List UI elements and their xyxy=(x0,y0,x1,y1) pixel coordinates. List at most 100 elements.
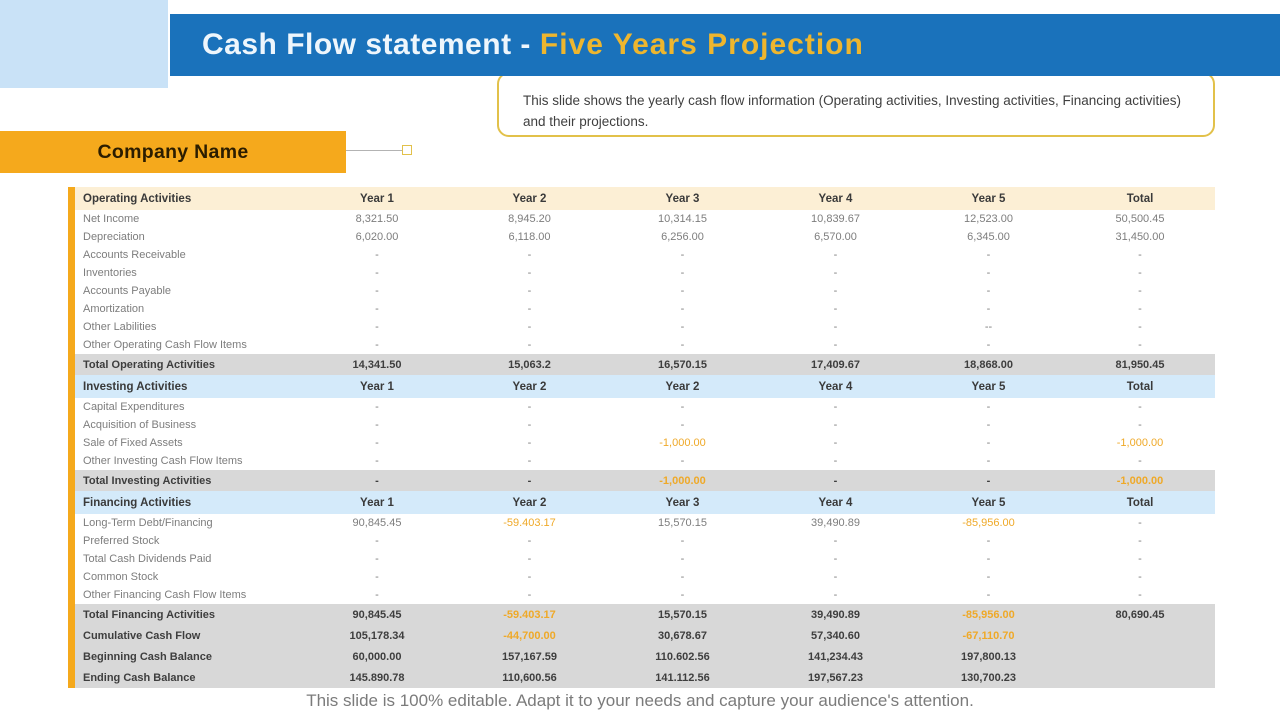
cell-value: 50,500.45 xyxy=(1115,213,1165,225)
cell-value: - xyxy=(986,419,991,431)
cell-value: 110,600.56 xyxy=(453,667,606,688)
column-header: Year 5 xyxy=(912,187,1065,210)
cell-value: - xyxy=(833,401,838,413)
column-header: Total xyxy=(1065,491,1215,514)
cell-value: -1,000.00 xyxy=(659,437,706,449)
row-label: Sale of Fixed Assets xyxy=(83,437,183,449)
cell-value: -67,110.70 xyxy=(912,625,1065,646)
cell-value: 6,345.00 xyxy=(967,231,1010,243)
slide-title: Cash Flow statement - xyxy=(202,28,531,61)
cell-value: - xyxy=(986,249,991,261)
column-header: Year 1 xyxy=(301,187,453,210)
cell-value: - xyxy=(986,303,991,315)
row-label: Ending Cash Balance xyxy=(75,667,301,688)
slide-description-text: This slide shows the yearly cash flow in… xyxy=(523,93,1182,129)
row-label: Total Cash Dividends Paid xyxy=(83,553,212,565)
cell-value: - xyxy=(527,553,532,565)
cell-value: - xyxy=(527,589,532,601)
cell-value: 130,700.23 xyxy=(912,667,1065,688)
cell-value: - xyxy=(680,571,685,583)
column-header: Year 2 xyxy=(453,375,606,398)
column-header: Total xyxy=(1065,187,1215,210)
cell-value: -59.403.17 xyxy=(453,604,606,625)
row-label: Cumulative Cash Flow xyxy=(75,625,301,646)
cell-value: 39,490.89 xyxy=(811,517,860,529)
column-header: Year 2 xyxy=(453,187,606,210)
row-label: Beginning Cash Balance xyxy=(75,646,301,667)
cell-value: - xyxy=(986,401,991,413)
cell-value: - xyxy=(453,470,606,491)
company-name-label: Company Name xyxy=(97,140,249,163)
cell-value: -85,956.00 xyxy=(912,604,1065,625)
cell-value: -59.403.17 xyxy=(503,517,556,529)
table-row-sale-of-fixed-assets: Sale of Fixed Assets - - -1,000.00 - - -1,000.… xyxy=(75,434,1215,452)
cell-value: - xyxy=(1138,285,1142,297)
row-label: Common Stock xyxy=(83,571,159,583)
column-header: Year 5 xyxy=(912,375,1065,398)
cell-value: -44,700.00 xyxy=(453,625,606,646)
cell-value: - xyxy=(375,321,379,333)
cell-value: - xyxy=(680,419,685,431)
column-header: Total xyxy=(1065,375,1215,398)
cell-value: - xyxy=(1138,303,1142,315)
cell-value: 10,839.67 xyxy=(811,213,860,225)
cell-value xyxy=(1065,667,1215,688)
cell-value: - xyxy=(1138,455,1142,467)
cell-value: 15,570.15 xyxy=(606,604,759,625)
cell-value: - xyxy=(1138,589,1142,601)
row-label: Inventories xyxy=(83,267,137,279)
table-row-total-investing-activities: Total Investing Activities - - -1,000.00- - -… xyxy=(75,470,1215,491)
cell-value: 110.602.56 xyxy=(606,646,759,667)
footer-caption: This slide is 100% editable. Adapt it to… xyxy=(306,691,974,710)
cell-value: 197,800.13 xyxy=(912,646,1065,667)
cell-value: - xyxy=(680,339,685,351)
cell-value: - xyxy=(680,285,685,297)
cell-value: 10,314.15 xyxy=(658,213,707,225)
cell-value: - xyxy=(375,267,379,279)
cell-value: - xyxy=(680,455,685,467)
cell-value: 8,945.20 xyxy=(508,213,551,225)
table-row-inventories: Inventories - - - - - - xyxy=(75,264,1215,282)
cell-value: 105,178.34 xyxy=(301,625,453,646)
cell-value: - xyxy=(986,553,991,565)
column-header: Year 5 xyxy=(912,491,1065,514)
table-row-ending-cash-balance: Ending Cash Balance 145.890.78 110,600.56 1… xyxy=(75,667,1215,688)
section-title: Investing Activities xyxy=(75,375,301,398)
cell-value: - xyxy=(833,267,838,279)
cell-value: - xyxy=(1138,339,1142,351)
cell-value: 12,523.00 xyxy=(964,213,1013,225)
cell-value: - xyxy=(680,589,685,601)
table-row-depreciation: Depreciation 6,020.00 6,118.00 6,256.00 6,57… xyxy=(75,228,1215,246)
cell-value: - xyxy=(833,321,838,333)
company-name-banner: Company Name xyxy=(0,131,346,173)
cell-value: 90,845.45 xyxy=(352,517,402,529)
cell-value: - xyxy=(1138,571,1142,583)
cell-value: - xyxy=(375,437,379,449)
cell-value: 6,256.00 xyxy=(661,231,704,243)
section-title: Financing Activities xyxy=(75,491,301,514)
row-label: Total Investing Activities xyxy=(75,470,301,491)
connector-handle-square xyxy=(402,145,412,155)
cell-value: - xyxy=(1138,419,1142,431)
table-row-amortization: Amortization - - - - - - xyxy=(75,300,1215,318)
cell-value: - xyxy=(1138,321,1142,333)
slide-description-box: This slide shows the yearly cash flow in… xyxy=(497,72,1215,137)
cell-value: - xyxy=(986,339,991,351)
row-label: Other Financing Cash Flow Items xyxy=(83,589,247,601)
cell-value: - xyxy=(833,303,838,315)
cell-value: - xyxy=(1138,267,1142,279)
cell-value: - xyxy=(912,470,1065,491)
column-header: Year 4 xyxy=(759,491,912,514)
column-header: Year 3 xyxy=(606,491,759,514)
cell-value: 30,678.67 xyxy=(606,625,759,646)
table-row-other-operating-cash-flow-items: Other Operating Cash Flow Items - - - - - - xyxy=(75,336,1215,354)
cell-value: - xyxy=(527,303,532,315)
cell-value: - xyxy=(1138,535,1142,547)
cell-value: - xyxy=(833,455,838,467)
cell-value: - xyxy=(1138,553,1142,565)
row-label: Acquisition of Business xyxy=(83,419,197,431)
cell-value: 16,570.15 xyxy=(606,354,759,375)
table-row-other-financing-cash-flow-items: Other Financing Cash Flow Items - - - - - - xyxy=(75,586,1215,604)
table-row-preferred-stock: Preferred Stock - - - - - - xyxy=(75,532,1215,550)
cell-value: - xyxy=(375,339,379,351)
